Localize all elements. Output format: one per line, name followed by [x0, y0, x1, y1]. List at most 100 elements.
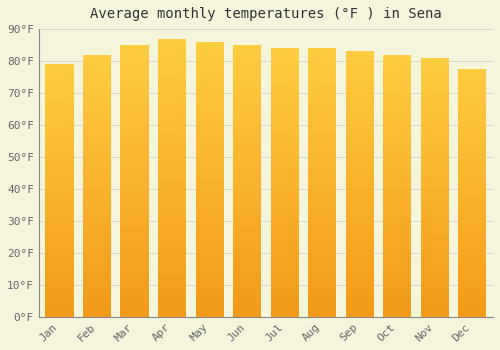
Bar	[83, 160, 111, 162]
Bar	[308, 64, 336, 67]
Bar	[458, 215, 486, 218]
Bar	[196, 267, 224, 270]
Bar	[308, 217, 336, 220]
Bar	[120, 295, 148, 298]
Bar	[346, 229, 374, 232]
Bar	[233, 276, 261, 279]
Bar	[383, 128, 412, 131]
Bar	[46, 314, 74, 317]
Bar	[120, 197, 148, 200]
Bar	[270, 223, 299, 225]
Bar	[196, 201, 224, 204]
Bar	[308, 188, 336, 191]
Bar	[158, 111, 186, 114]
Bar	[120, 89, 148, 91]
Bar	[383, 149, 412, 152]
Bar	[83, 167, 111, 170]
Bar	[83, 299, 111, 301]
Bar	[120, 102, 148, 105]
Bar	[421, 226, 449, 229]
Bar	[383, 257, 412, 259]
Bar	[308, 75, 336, 78]
Bar	[383, 267, 412, 270]
Bar	[421, 78, 449, 81]
Bar	[458, 312, 486, 314]
Bar	[421, 255, 449, 257]
Bar	[383, 301, 412, 304]
Bar	[196, 149, 224, 152]
Bar	[83, 243, 111, 246]
Bar	[83, 170, 111, 173]
Bar	[46, 163, 74, 165]
Bar	[383, 238, 412, 241]
Bar	[421, 294, 449, 296]
Bar	[120, 252, 148, 254]
Bar	[421, 112, 449, 115]
Bar	[270, 196, 299, 199]
Bar	[383, 154, 412, 157]
Bar	[196, 102, 224, 105]
Bar	[196, 113, 224, 116]
Bar	[308, 282, 336, 285]
Bar	[458, 74, 486, 76]
Bar	[383, 167, 412, 170]
Bar	[421, 185, 449, 187]
Bar	[308, 59, 336, 62]
Bar	[346, 295, 374, 298]
Bar	[120, 254, 148, 257]
Bar	[83, 149, 111, 152]
Bar	[46, 178, 74, 180]
Bar	[346, 67, 374, 70]
Bar	[383, 125, 412, 128]
Bar	[458, 104, 486, 106]
Bar	[158, 144, 186, 147]
Bar	[120, 138, 148, 140]
Bar	[346, 251, 374, 253]
Bar	[120, 276, 148, 279]
Bar	[233, 138, 261, 140]
Bar	[46, 287, 74, 289]
Bar	[421, 107, 449, 110]
Bar	[308, 169, 336, 172]
Bar	[383, 160, 412, 162]
Bar	[233, 252, 261, 254]
Bar	[421, 68, 449, 71]
Bar	[308, 298, 336, 301]
Bar	[158, 61, 186, 64]
Bar	[383, 309, 412, 312]
Bar	[346, 97, 374, 99]
Bar	[346, 89, 374, 91]
Bar	[46, 193, 74, 196]
Bar	[83, 136, 111, 139]
Bar	[196, 190, 224, 193]
Bar	[196, 248, 224, 251]
Bar	[233, 249, 261, 252]
Bar	[83, 264, 111, 267]
Bar	[120, 309, 148, 312]
Bar	[421, 65, 449, 68]
Bar	[308, 244, 336, 247]
Bar	[308, 156, 336, 158]
Bar	[120, 91, 148, 94]
Bar	[383, 246, 412, 248]
Bar	[46, 238, 74, 241]
Bar	[158, 100, 186, 103]
Bar	[158, 311, 186, 314]
Bar	[458, 289, 486, 292]
Bar	[270, 161, 299, 164]
Bar	[120, 164, 148, 167]
Bar	[383, 120, 412, 123]
Bar	[83, 290, 111, 293]
Bar	[308, 276, 336, 279]
Bar	[421, 74, 449, 76]
Bar	[458, 235, 486, 238]
Bar	[158, 47, 186, 50]
Bar	[458, 136, 486, 138]
Bar	[120, 262, 148, 265]
Bar	[120, 214, 148, 216]
Bar	[308, 274, 336, 276]
Bar	[196, 86, 224, 89]
Bar	[46, 100, 74, 102]
Bar	[46, 206, 74, 208]
Bar	[421, 239, 449, 242]
